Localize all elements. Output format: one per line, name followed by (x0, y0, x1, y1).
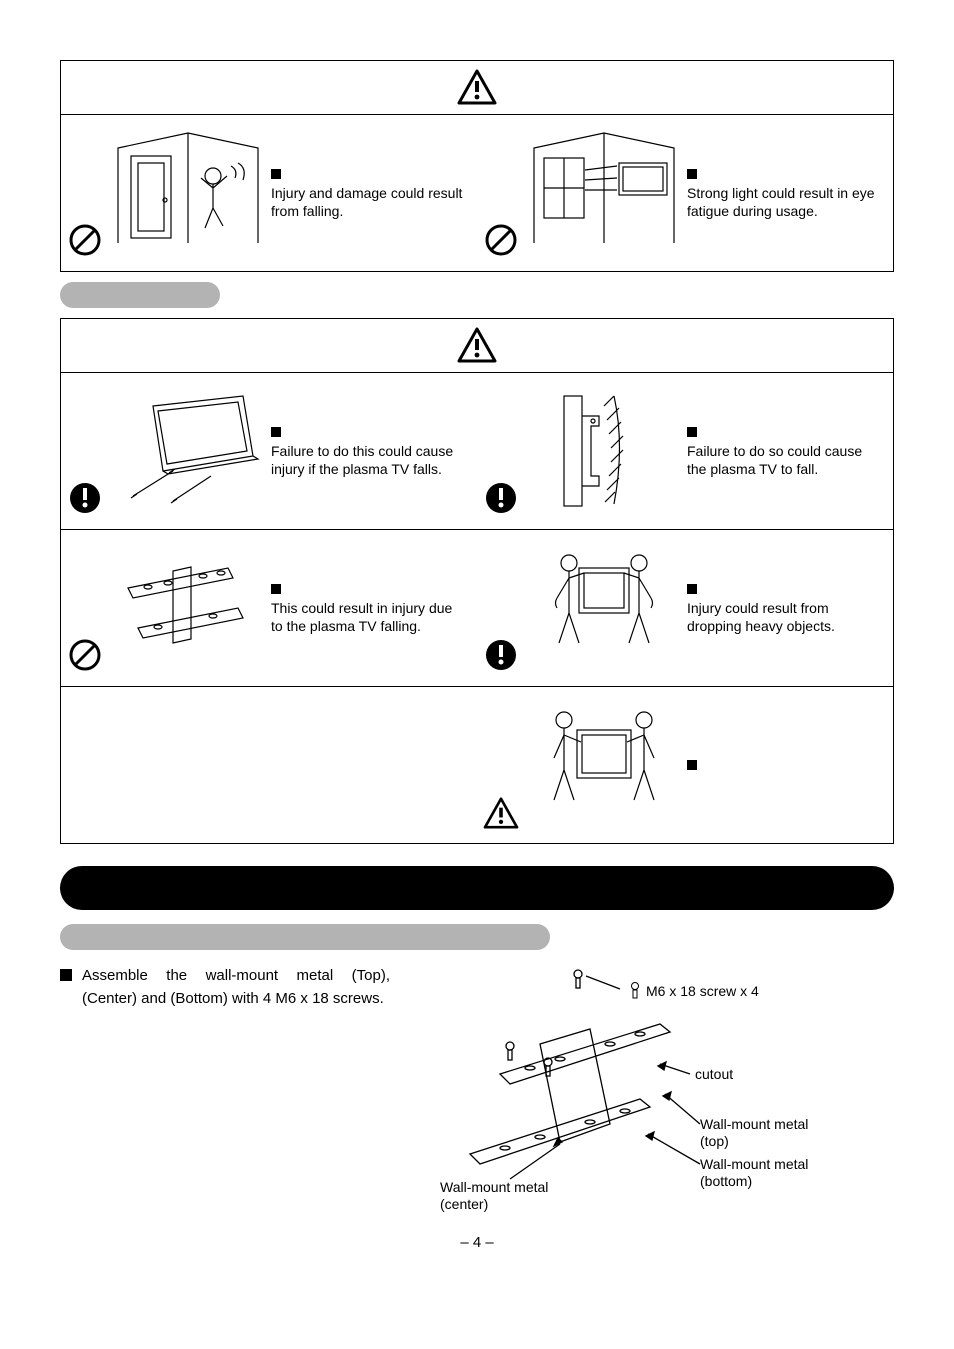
warning-text: Failure to do so could cause the plasma … (687, 423, 883, 480)
page-number: – 4 – (60, 1234, 894, 1251)
prohibit-icon (68, 638, 102, 672)
bullet-icon (687, 584, 697, 594)
warning-text: Strong light could result in eye fatigue… (687, 165, 883, 222)
assembly-text: Assemble the wall-mount metal (Top), (Ce… (60, 964, 390, 1224)
bullet-icon (687, 760, 697, 770)
mandatory-icon (484, 638, 518, 672)
icon-column (65, 538, 105, 678)
warning-cell: Failure to do so could cause the plasma … (477, 373, 893, 529)
assembly-section: Assemble the wall-mount metal (Top), (Ce… (60, 964, 894, 1224)
mandatory-icon (484, 481, 518, 515)
warning-text: Injury could result from dropping heavy … (687, 580, 883, 637)
icon-column (481, 695, 521, 835)
illustration (529, 538, 679, 678)
label-cutout: cutout (695, 1066, 733, 1083)
warning-cell: Injury and damage could result from fall… (61, 115, 477, 271)
illustration (113, 538, 263, 678)
screw-icon (628, 982, 642, 1000)
warning-text: Failure to do this could cause injury if… (271, 423, 467, 480)
warning-text: Injury and damage could result from fall… (271, 165, 467, 222)
icon-column (65, 123, 105, 263)
page: Injury and damage could result from fall… (0, 0, 954, 1291)
label-screw: M6 x 18 screw x 4 (628, 982, 759, 1000)
label-bottom: Wall-mount metal (bottom) (700, 1156, 830, 1190)
warning-row: Injury and damage could result from fall… (61, 115, 893, 271)
prohibit-icon (68, 223, 102, 257)
label-top: Wall-mount metal (top) (700, 1116, 830, 1150)
warning-cell: Injury could result from dropping heavy … (477, 530, 893, 686)
assembly-instruction: Assemble the wall-mount metal (Top), (Ce… (82, 964, 390, 1224)
warning-cell: Failure to do this could cause injury if… (61, 373, 477, 529)
warning-text-content: Injury could result from dropping heavy … (687, 600, 835, 635)
warning-text-content: This could result in injury due to the p… (271, 600, 452, 635)
warning-header-1 (61, 61, 893, 115)
illustration (113, 381, 263, 521)
warning-triangle-icon (457, 69, 497, 105)
grey-pill-1 (60, 282, 220, 308)
warning-cell: Strong light could result in eye fatigue… (477, 115, 893, 271)
warning-box-2: Failure to do this could cause injury if… (60, 318, 894, 844)
illustration (113, 123, 263, 263)
icon-column (65, 381, 105, 521)
bullet-icon (687, 427, 697, 437)
grey-subheading-band (60, 924, 550, 950)
warning-text (687, 756, 883, 775)
prohibit-icon (484, 223, 518, 257)
warning-triangle-icon (457, 327, 497, 363)
warning-triangle-icon (483, 797, 519, 829)
warning-text-content: Failure to do this could cause injury if… (271, 443, 453, 478)
warning-text-content: Strong light could result in eye fatigue… (687, 185, 875, 220)
illustration (529, 381, 679, 521)
bullet-icon (271, 427, 281, 437)
warning-text: This could result in injury due to the p… (271, 580, 467, 637)
black-heading-band (60, 866, 894, 910)
icon-column (481, 538, 521, 678)
warning-box-1: Injury and damage could result from fall… (60, 60, 894, 272)
label-center: Wall-mount metal (center) (440, 1179, 570, 1213)
icon-column (481, 123, 521, 263)
bullet-icon (271, 584, 281, 594)
warning-text-content: Injury and damage could result from fall… (271, 185, 462, 220)
warning-row: Failure to do this could cause injury if… (61, 373, 893, 529)
icon-column (481, 381, 521, 521)
bullet-square-icon (60, 969, 72, 981)
warning-row: This could result in injury due to the p… (61, 529, 893, 686)
bullet-icon (271, 169, 281, 179)
assembly-diagram: M6 x 18 screw x 4 cutout Wall-mount meta… (410, 964, 894, 1224)
warning-cell: This could result in injury due to the p… (61, 530, 477, 686)
illustration (529, 695, 679, 835)
warning-text-content: Failure to do so could cause the plasma … (687, 443, 862, 478)
illustration (529, 123, 679, 263)
warning-cell-empty (61, 687, 477, 843)
warning-header-2 (61, 319, 893, 373)
mandatory-icon (68, 481, 102, 515)
warning-row (61, 686, 893, 843)
warning-cell (477, 687, 893, 843)
bullet-icon (687, 169, 697, 179)
